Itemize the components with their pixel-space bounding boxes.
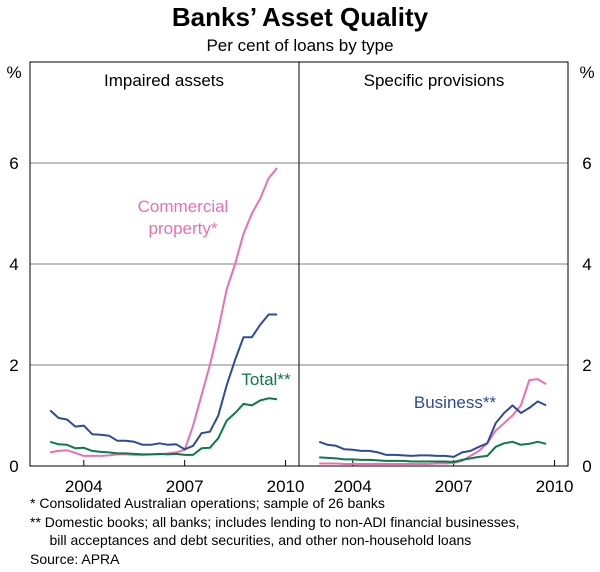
y-tick-label: 4 bbox=[582, 255, 591, 274]
y-tick-label: 0 bbox=[9, 457, 18, 476]
series-lines bbox=[49, 167, 547, 465]
series-line-business bbox=[49, 313, 278, 451]
series-labels: Commercial property* Total** Business** bbox=[138, 197, 497, 412]
footnote-1: * Consolidated Australian operations; sa… bbox=[30, 495, 385, 511]
x-ticks: 2004 2007 2010 2004 2007 2010 bbox=[65, 460, 574, 496]
x-tick-label: 2010 bbox=[536, 477, 574, 496]
source-note: Source: APRA bbox=[30, 551, 120, 567]
x-tick-label: 2010 bbox=[267, 477, 305, 496]
series-line-total bbox=[49, 397, 278, 456]
x-tick-label: 2004 bbox=[334, 477, 372, 496]
gridlines bbox=[30, 162, 568, 366]
footnote-3: bill acceptances and debt securities, an… bbox=[30, 532, 471, 548]
x-tick-label: 2004 bbox=[65, 477, 103, 496]
x-tick-label: 2007 bbox=[166, 477, 204, 496]
series-label-commercial: Commercial property* bbox=[138, 197, 229, 238]
chart-subtitle: Per cent of loans by type bbox=[206, 36, 393, 55]
y-tick-label: 0 bbox=[582, 457, 591, 476]
y-tick-labels: 0 2 4 6 0 2 4 6 bbox=[9, 154, 591, 476]
series-line-total bbox=[319, 440, 547, 463]
y-unit-right: % bbox=[579, 63, 594, 82]
series-label-business: Business** bbox=[414, 393, 497, 412]
panel-title-specific-provisions: Specific provisions bbox=[364, 71, 505, 90]
y-tick-label: 4 bbox=[9, 255, 18, 274]
series-line-commercial bbox=[319, 378, 547, 465]
series-line-business bbox=[318, 400, 547, 458]
x-tick-label: 2007 bbox=[435, 477, 473, 496]
chart-title: Banks’ Asset Quality bbox=[172, 2, 429, 32]
panel-title-impaired-assets: Impaired assets bbox=[104, 71, 224, 90]
y-unit-left: % bbox=[6, 63, 21, 82]
y-tick-label: 2 bbox=[582, 356, 591, 375]
y-tick-label: 6 bbox=[582, 154, 591, 173]
series-label-total: Total** bbox=[241, 370, 291, 389]
y-tick-label: 6 bbox=[9, 154, 18, 173]
y-tick-label: 2 bbox=[9, 356, 18, 375]
footnote-2: ** Domestic books; all banks; includes l… bbox=[30, 514, 520, 530]
